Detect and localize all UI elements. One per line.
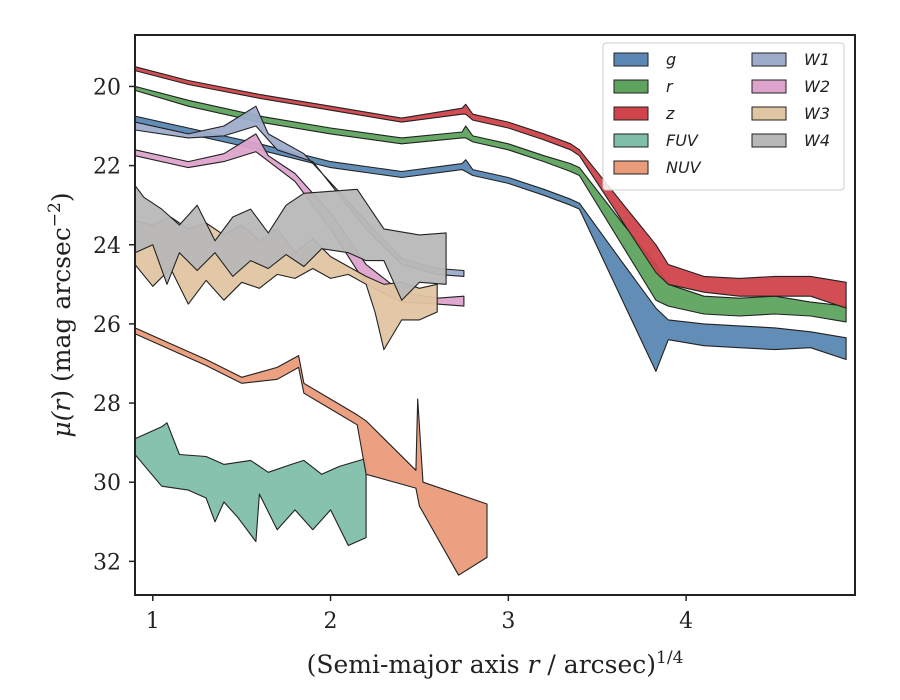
y-axis-label: μ(r) (mag arcsec−2)	[45, 192, 76, 437]
series-areas	[134, 66, 847, 576]
y-axis: 20 22 24 26 28 30 32	[93, 75, 135, 575]
x-axis: 1 2 3 4	[146, 595, 693, 634]
legend-swatch-r	[613, 79, 649, 94]
legend: grz FUV NUV W1 W2 W3 W4	[602, 42, 845, 191]
y-tick-label: 20	[93, 75, 121, 100]
plot-frame	[134, 34, 856, 596]
x-axis-label: (Semi-major axis r / arcsec)1/4	[307, 648, 684, 679]
legend-label-fuv: FUV	[666, 131, 699, 150]
legend-swatch-w3	[751, 106, 787, 121]
series-area-nuv	[134, 327, 488, 576]
legend-label-nuv: NUV	[666, 158, 702, 177]
series-area-w4	[134, 184, 447, 301]
series-area-r	[134, 85, 847, 323]
legend-label-w1: W1	[804, 50, 830, 69]
series-area-g	[134, 115, 847, 372]
series-area-z	[134, 66, 847, 309]
legend-swatch-g	[613, 52, 649, 67]
x-tick-label: 4	[679, 609, 693, 634]
legend-swatch-w2	[751, 79, 787, 94]
series-area-w1	[134, 105, 465, 277]
x-tick-label: 2	[324, 609, 338, 634]
legend-label-w3: W3	[804, 104, 830, 123]
legend-label-w2: W2	[804, 77, 830, 96]
legend-swatch-w4	[751, 133, 787, 148]
y-tick-label: 32	[93, 550, 121, 575]
legend-swatch-nuv	[613, 160, 649, 175]
legend-swatch-fuv	[613, 133, 649, 148]
legend-swatch-w1	[751, 52, 787, 67]
y-tick-label: 30	[93, 471, 121, 496]
series-area-fuv	[134, 422, 367, 547]
legend-label-w4: W4	[804, 131, 830, 150]
y-tick-label: 24	[93, 234, 121, 259]
y-tick-label: 26	[93, 313, 121, 338]
y-tick-label: 22	[93, 155, 121, 180]
legend-label-r: r	[666, 77, 674, 96]
legend-swatch-z	[613, 106, 649, 121]
series-area-w2	[134, 133, 465, 307]
y-tick-label: 28	[93, 392, 121, 417]
x-tick-label: 3	[501, 609, 515, 634]
legend-label-z: z	[665, 104, 675, 123]
x-tick-label: 1	[146, 609, 160, 634]
legend-label-g: g	[666, 50, 676, 69]
